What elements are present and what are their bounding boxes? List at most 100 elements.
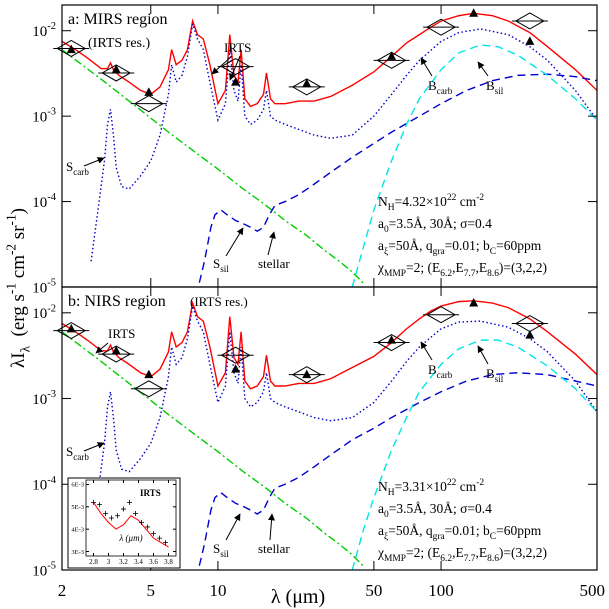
y-tick-base: 10: [32, 109, 47, 125]
data-point: [97, 502, 102, 508]
annotation-arrow: [225, 227, 244, 257]
model-band: [291, 366, 322, 384]
plot-area: [62, 300, 597, 570]
annotation-arrow: [420, 57, 433, 77]
y-tick-label: 3E-3: [71, 549, 84, 556]
annotation-part: IRTS: [224, 40, 251, 55]
annotation-part: B: [428, 78, 437, 93]
y-tick-exp: -5: [47, 278, 56, 289]
y-tick-label: 10-5: [32, 278, 56, 297]
parameter-line-part: =50Å, q: [388, 238, 433, 253]
annotation-part: sil: [220, 264, 229, 274]
y-tick-label: 5E-3: [71, 504, 84, 511]
y-tick-label: 10-3: [32, 107, 56, 126]
y-axis-label-part: cm: [8, 255, 29, 283]
data-point: [469, 8, 479, 17]
model-band: [220, 58, 251, 76]
parameter-line-part: MMP: [384, 554, 406, 564]
x-tick-label: 3: [107, 558, 111, 566]
parameter-line-part: H: [388, 203, 395, 213]
plot-area: [93, 502, 169, 548]
parameter-line-part: a: [378, 238, 384, 253]
annotation-part: carb: [437, 370, 453, 380]
y-tick-base: 6E-3: [71, 482, 84, 489]
y-tick-base: 10: [32, 563, 47, 579]
series-line: [93, 502, 169, 548]
parameter-line-part: 8.6: [487, 269, 499, 279]
annotation-part: stellar: [258, 256, 290, 271]
data-point: [525, 36, 535, 45]
y-tick-label: 10-5: [32, 561, 56, 580]
data-point: [111, 64, 121, 74]
parameter-line-part: 8.6: [487, 554, 499, 564]
model-band: [133, 95, 164, 113]
parameter-line-part: 22: [447, 478, 457, 488]
y-tick-base: 10: [32, 306, 47, 322]
parameter-line-part: 6.2: [440, 554, 452, 564]
parameter-line: NH=4.32×1022 cm-2: [378, 193, 484, 213]
parameter-line-part: ξ: [384, 247, 388, 257]
y-axis-label-part: ): [8, 208, 29, 214]
parameter-line: χMMP=2; (E6.2,E7.7,E8.6)=(3,2,2): [377, 545, 547, 564]
parameter-line-part: )=(3,2,2): [499, 260, 547, 275]
parameter-line-part: ,E: [476, 260, 488, 275]
model-band: [101, 64, 132, 82]
annotation-part: S: [66, 444, 73, 459]
y-tick-label: 10-4: [32, 192, 56, 211]
data-point: [469, 298, 479, 307]
data-point: [111, 345, 121, 355]
model-band: [376, 333, 407, 352]
y-axis-label-part: -2: [3, 244, 18, 255]
annotation-part: sil: [495, 86, 504, 96]
parameter-line: aξ=50Å, qgra=0.01; bC=60ppm: [378, 238, 542, 257]
data-point: [151, 531, 156, 537]
annotation-arrow: [477, 345, 489, 365]
parameter-line-part: =0.01; b: [445, 523, 490, 538]
annotation: Bsil: [486, 366, 504, 384]
y-tick-base: 10: [32, 24, 47, 40]
annotation-arrow: [268, 513, 276, 541]
annotation: Bsil: [486, 78, 504, 96]
x-tick-label: 2.8: [89, 558, 98, 566]
y-tick-exp: -2: [47, 303, 56, 314]
panel-title: a: MIRS region: [68, 11, 168, 28]
x-tick-label: 100: [428, 581, 454, 600]
parameter-line-part: -2: [476, 193, 484, 203]
y-tick-base: 10: [32, 392, 47, 408]
parameter-line-part: =3.31×10: [395, 479, 448, 494]
parameter-line-part: C: [490, 532, 496, 542]
y-tick-exp: -3: [47, 107, 56, 118]
y-tick-exp: -3: [47, 389, 56, 400]
parameter-line-part: C: [490, 247, 496, 257]
y-tick-base: 10: [32, 195, 47, 211]
model-band: [56, 39, 87, 58]
x-tick-label: 3.8: [164, 558, 173, 566]
x-tick-label: 5: [147, 581, 156, 600]
y-axis-label-part: λ: [18, 345, 33, 352]
data-point: [157, 535, 162, 541]
parameter-line-part: )=(3,2,2): [499, 545, 547, 560]
model-band: [291, 78, 322, 96]
parameter-line-part: 0: [384, 510, 389, 520]
annotation: Bcarb: [428, 362, 453, 380]
panel-subtitle: (IRTS res.): [190, 294, 248, 309]
y-tick-base: 10: [32, 280, 47, 296]
parameter-line-part: =3.5Å, 30Å; σ=0.4: [389, 216, 492, 231]
x-tick-label: 3.2: [119, 558, 128, 566]
data-point: [115, 513, 120, 519]
annotation-part: B: [428, 362, 437, 377]
y-tick-exp: -2: [47, 21, 56, 32]
x-tick-label: 3.6: [149, 558, 158, 566]
parameter-line-part: =50Å, q: [388, 523, 433, 538]
annotation-arrow: [420, 341, 433, 361]
annotation-part: B: [486, 366, 495, 381]
parameter-line-part: =2; (E: [406, 260, 440, 275]
x-tick-label: 2: [58, 581, 67, 600]
parameter-line-part: gra: [433, 247, 446, 257]
inset-x-label: λ (μm): [118, 533, 142, 543]
annotation: Ssil: [213, 256, 229, 274]
annotation: IRTS: [108, 326, 135, 341]
data-point: [109, 515, 114, 521]
annotation-arrow: [211, 55, 233, 75]
data-point: [91, 499, 96, 505]
